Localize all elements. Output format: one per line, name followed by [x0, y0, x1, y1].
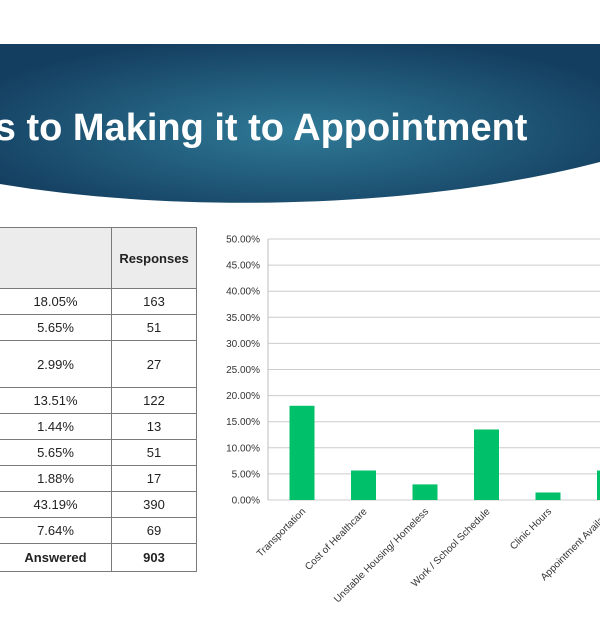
bar — [535, 492, 561, 500]
y-tick-label: 10.00% — [226, 443, 260, 454]
y-tick-label: 30.00% — [226, 339, 260, 350]
count-cell: 51 — [111, 314, 197, 341]
table-header-responses: Responses — [111, 227, 197, 289]
y-tick-label: 15.00% — [226, 417, 260, 428]
table-row: 43.19% 390 — [0, 491, 197, 518]
y-tick-label: 5.00% — [232, 469, 260, 480]
y-tick-label: 20.00% — [226, 391, 260, 402]
bar-chart: 0.00% 5.00% 10.00% 15.00% 20.00% 25.00% 30.00%… — [222, 228, 600, 633]
bar — [412, 484, 438, 500]
table-row: 5.65% 51 — [0, 314, 197, 341]
bar-chart-svg: 0.00% 5.00% 10.00% 15.00% 20.00% 25.00% 30.00%… — [226, 235, 600, 605]
y-tick-label: 35.00% — [226, 313, 260, 324]
pct-cell: 5.65% — [0, 314, 112, 341]
y-tick-label: 45.00% — [226, 261, 260, 272]
table-row: 1.88% 17 — [0, 465, 197, 492]
y-tick-label: 40.00% — [226, 287, 260, 298]
bar — [351, 470, 376, 500]
table-row: 13.51% 122 — [0, 387, 197, 414]
table-row: 7.64% 69 — [0, 517, 197, 544]
pct-cell: 18.05% — [0, 288, 112, 315]
count-cell: 69 — [111, 517, 197, 544]
answered-row: Answered 903 — [0, 543, 197, 572]
count-cell: 17 — [111, 465, 197, 492]
responses-table: Responses 18.05% 163 5.65% 51 2.99% 27 1… — [0, 227, 197, 572]
table-header-blank — [0, 227, 112, 289]
count-cell: 122 — [111, 387, 197, 414]
title-banner — [0, 44, 600, 210]
bar — [289, 405, 315, 500]
count-cell: 163 — [111, 288, 197, 315]
y-tick-label: 0.00% — [232, 496, 260, 507]
table-row: 5.65% 51 — [0, 439, 197, 466]
table-row: 1.44% 13 — [0, 413, 197, 440]
count-cell: 390 — [111, 491, 197, 518]
count-cell: 27 — [111, 340, 197, 388]
pct-cell: 1.44% — [0, 413, 112, 440]
pct-cell: 7.64% — [0, 517, 112, 544]
pct-cell: 13.51% — [0, 387, 112, 414]
bar — [597, 470, 600, 500]
x-tick-label: Transportation — [255, 506, 308, 559]
answered-label: Answered — [0, 543, 112, 572]
pct-cell: 5.65% — [0, 439, 112, 466]
pct-cell: 43.19% — [0, 491, 112, 518]
pct-cell: 1.88% — [0, 465, 112, 492]
y-tick-label: 50.00% — [226, 235, 260, 246]
x-tick-label: Cost of Healthcare — [303, 506, 370, 573]
table-row: 2.99% 27 — [0, 340, 197, 388]
answered-value: 903 — [111, 543, 197, 572]
count-cell: 13 — [111, 413, 197, 440]
slide-title: rs to Making it to Appointment — [0, 107, 528, 149]
y-tick-label: 25.00% — [226, 365, 260, 376]
bar — [474, 429, 499, 500]
pct-cell: 2.99% — [0, 340, 112, 388]
count-cell: 51 — [111, 439, 197, 466]
table-row: 18.05% 163 — [0, 288, 197, 315]
x-tick-label: Clinic Hours — [508, 506, 554, 552]
